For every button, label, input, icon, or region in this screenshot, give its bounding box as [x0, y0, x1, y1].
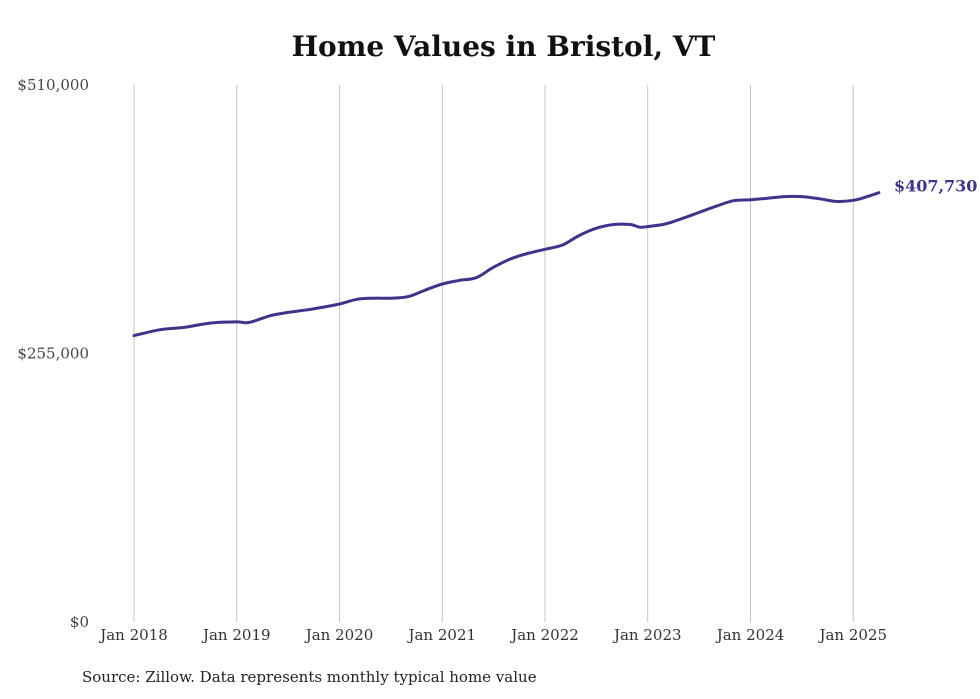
- y-axis-tick-labels: $0 $255,000 $510,000: [17, 76, 89, 631]
- chart-title: Home Values in Bristol, VT: [291, 30, 716, 63]
- x-axis-tick-labels: Jan 2018 Jan 2019 Jan 2020 Jan 2021 Jan 2022…: [98, 626, 887, 644]
- x-tick-label: Jan 2023: [612, 626, 682, 644]
- x-tick-label: Jan 2021: [406, 626, 476, 644]
- x-tick-label: Jan 2025: [817, 626, 887, 644]
- x-tick-label: Jan 2024: [715, 626, 785, 644]
- y-tick-label: $510,000: [17, 76, 89, 94]
- end-value-label: $407,730: [894, 177, 978, 196]
- x-tick-label: Jan 2022: [509, 626, 579, 644]
- x-tick-label: Jan 2020: [304, 626, 374, 644]
- series-line: [132, 191, 881, 338]
- y-tick-label: $0: [70, 613, 89, 631]
- gridlines: [133, 85, 854, 622]
- source-note: Source: Zillow. Data represents monthly …: [82, 668, 537, 686]
- x-tick-label: Jan 2018: [98, 626, 168, 644]
- y-tick-label: $255,000: [17, 345, 89, 363]
- x-tick-label: Jan 2019: [201, 626, 271, 644]
